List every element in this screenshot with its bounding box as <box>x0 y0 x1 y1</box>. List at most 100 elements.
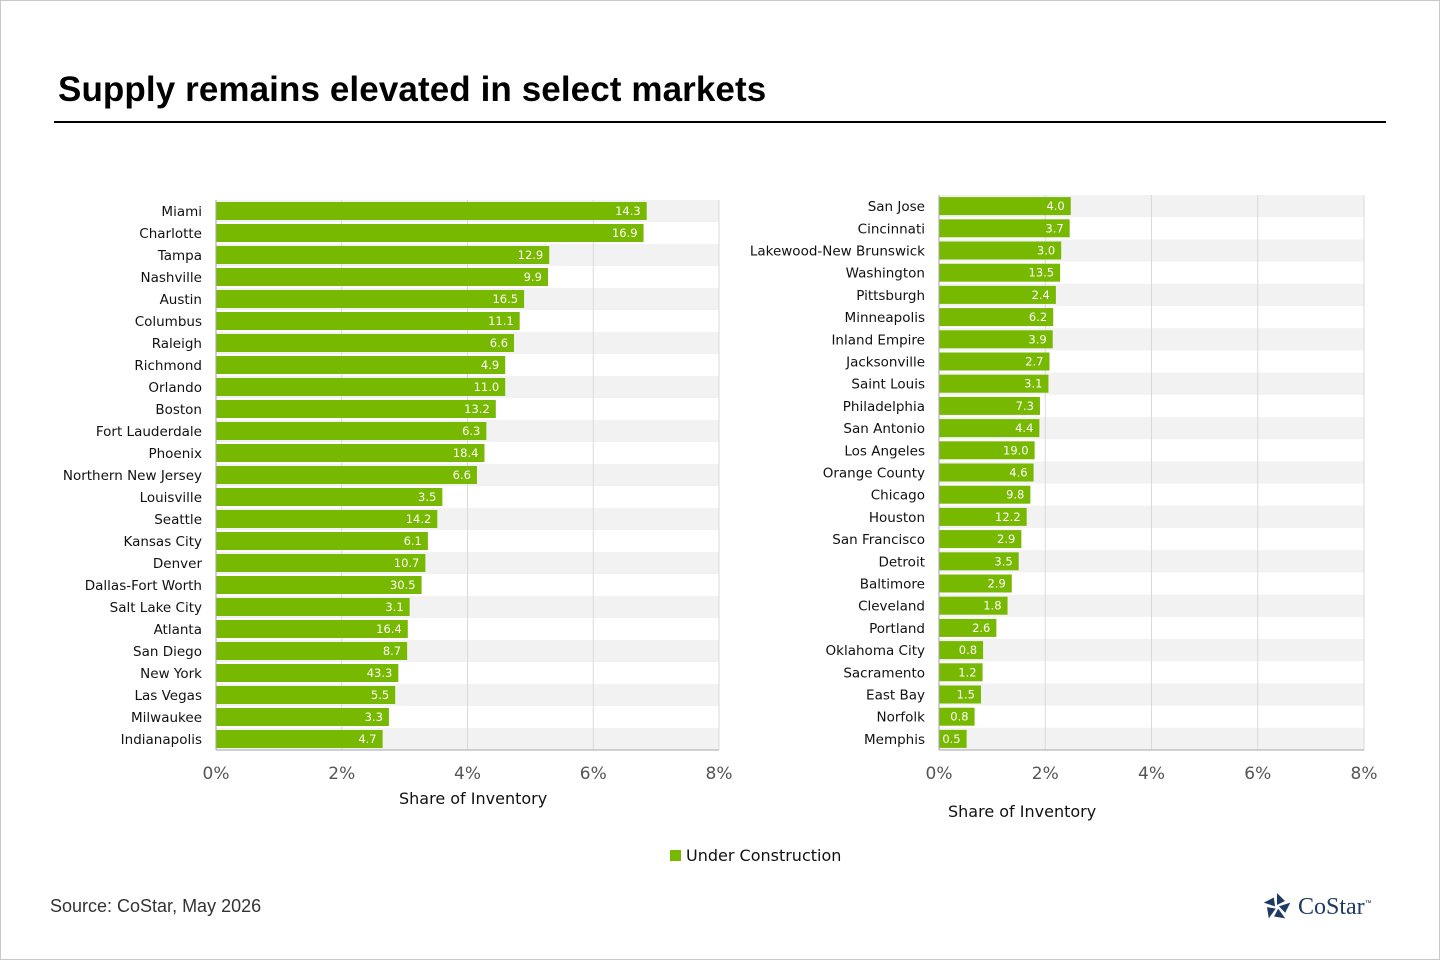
right-category-label: San Francisco <box>832 532 925 548</box>
right-x-tick-label: 2% <box>1032 764 1059 784</box>
left-category-label: Northern New Jersey <box>63 468 202 484</box>
left-bar <box>216 686 396 704</box>
right-bar-value-label: 12.2 <box>995 510 1021 524</box>
left-bar <box>216 664 399 682</box>
left-bar-value-label: 4.9 <box>481 358 499 372</box>
right-category-label: Portland <box>869 621 925 637</box>
right-bar <box>939 596 1008 615</box>
right-bar <box>939 507 1027 526</box>
left-bar-value-label: 9.9 <box>524 270 542 284</box>
right-category-label: Inland Empire <box>831 332 925 348</box>
right-category-label: Pittsburgh <box>856 288 925 304</box>
right-category-label: Memphis <box>864 732 925 748</box>
left-bar-value-label: 18.4 <box>453 446 479 460</box>
page-title: Supply remains elevated in select market… <box>58 70 767 109</box>
logo-wedge <box>1267 907 1276 919</box>
left-category-label: Boston <box>155 402 202 418</box>
right-category-label: Lakewood-New Brunswick <box>750 244 925 260</box>
right-bar-value-label: 3.7 <box>1045 221 1063 235</box>
right-bar-value-label: 6.2 <box>1029 310 1047 324</box>
right-bar-value-label: 2.7 <box>1025 355 1043 369</box>
left-bar-value-label: 10.7 <box>394 556 420 570</box>
left-bar <box>216 620 408 638</box>
left-bar-value-label: 3.3 <box>365 710 383 724</box>
right-category-label: San Jose <box>868 199 925 215</box>
right-bar-value-label: 3.0 <box>1037 244 1055 258</box>
left-bar-value-label: 12.9 <box>518 248 544 262</box>
right-x-tick-label: 0% <box>926 764 953 784</box>
right-bar-value-label: 2.4 <box>1032 288 1050 302</box>
right-bar <box>939 308 1054 327</box>
logo-text: CoStar <box>1298 893 1365 920</box>
left-category-label: Indianapolis <box>121 732 202 748</box>
left-bar-value-label: 4.7 <box>358 732 376 746</box>
right-category-label: Minneapolis <box>845 310 925 326</box>
right-category-label: Detroit <box>878 554 925 570</box>
left-bar <box>216 312 520 330</box>
right-bar <box>939 374 1049 393</box>
left-category-label: Louisville <box>140 490 202 506</box>
right-bar-value-label: 3.9 <box>1028 332 1046 346</box>
right-bar <box>939 396 1040 415</box>
right-bar-value-label: 0.8 <box>950 710 968 724</box>
right-x-tick-label: 4% <box>1138 764 1165 784</box>
left-category-label: Kansas City <box>123 534 202 550</box>
right-x-tick-label: 8% <box>1351 764 1378 784</box>
left-x-tick-label: 4% <box>454 764 481 784</box>
left-category-label: Austin <box>160 292 202 308</box>
left-category-label: Charlotte <box>139 226 202 242</box>
right-bar <box>939 197 1071 216</box>
left-bar-value-label: 8.7 <box>383 644 401 658</box>
right-bar-value-label: 4.4 <box>1015 421 1033 435</box>
logo-wedge <box>1274 908 1286 919</box>
right-bar <box>939 330 1053 349</box>
left-bar-value-label: 13.2 <box>464 402 490 416</box>
left-bar <box>216 202 647 220</box>
right-bar-value-label: 4.0 <box>1046 199 1064 213</box>
left-bar-value-label: 16.9 <box>612 226 638 240</box>
right-bar <box>939 685 981 704</box>
logo-wedge <box>1263 897 1276 907</box>
left-bar-value-label: 14.2 <box>406 512 432 526</box>
right-bar-value-label: 1.2 <box>958 665 976 679</box>
costar-star-icon <box>1263 893 1291 919</box>
left-bar-value-label: 3.1 <box>385 600 403 614</box>
left-category-label: Phoenix <box>148 446 202 462</box>
left-bar <box>216 246 550 264</box>
left-category-label: Las Vegas <box>135 688 203 704</box>
logo-wedge <box>1278 902 1291 913</box>
left-x-tick-label: 2% <box>328 764 355 784</box>
right-bar <box>939 574 1012 593</box>
right-category-label: Cincinnati <box>858 221 925 237</box>
right-bar-value-label: 3.5 <box>994 554 1012 568</box>
right-bar <box>939 352 1050 371</box>
right-bar <box>939 552 1019 571</box>
right-bar <box>939 530 1022 549</box>
left-category-label: Richmond <box>134 358 202 374</box>
left-bar <box>216 268 548 286</box>
right-bar <box>939 463 1034 482</box>
left-bar <box>216 400 496 418</box>
left-bar-value-label: 3.5 <box>418 490 436 504</box>
left-bar-value-label: 5.5 <box>371 688 389 702</box>
left-bar <box>216 708 389 726</box>
left-x-tick-label: 6% <box>580 764 607 784</box>
left-x-axis-title: Share of Inventory <box>399 789 548 808</box>
left-bar <box>216 576 422 594</box>
left-category-label: Fort Lauderdale <box>96 424 202 440</box>
right-bar <box>939 729 967 748</box>
legend: Under Construction <box>670 846 841 865</box>
left-bar <box>216 488 443 506</box>
left-bar-value-label: 16.5 <box>492 292 518 306</box>
right-category-label: Cleveland <box>858 599 925 615</box>
right-bar-value-label: 2.6 <box>972 621 990 635</box>
left-bar <box>216 378 506 396</box>
right-bar-value-label: 0.5 <box>942 732 960 746</box>
right-bar <box>939 641 984 660</box>
right-bar <box>939 419 1040 438</box>
left-category-label: Dallas-Fort Worth <box>85 578 202 594</box>
left-bar <box>216 290 525 308</box>
right-bar <box>939 707 975 726</box>
right-category-label: Houston <box>869 510 925 526</box>
